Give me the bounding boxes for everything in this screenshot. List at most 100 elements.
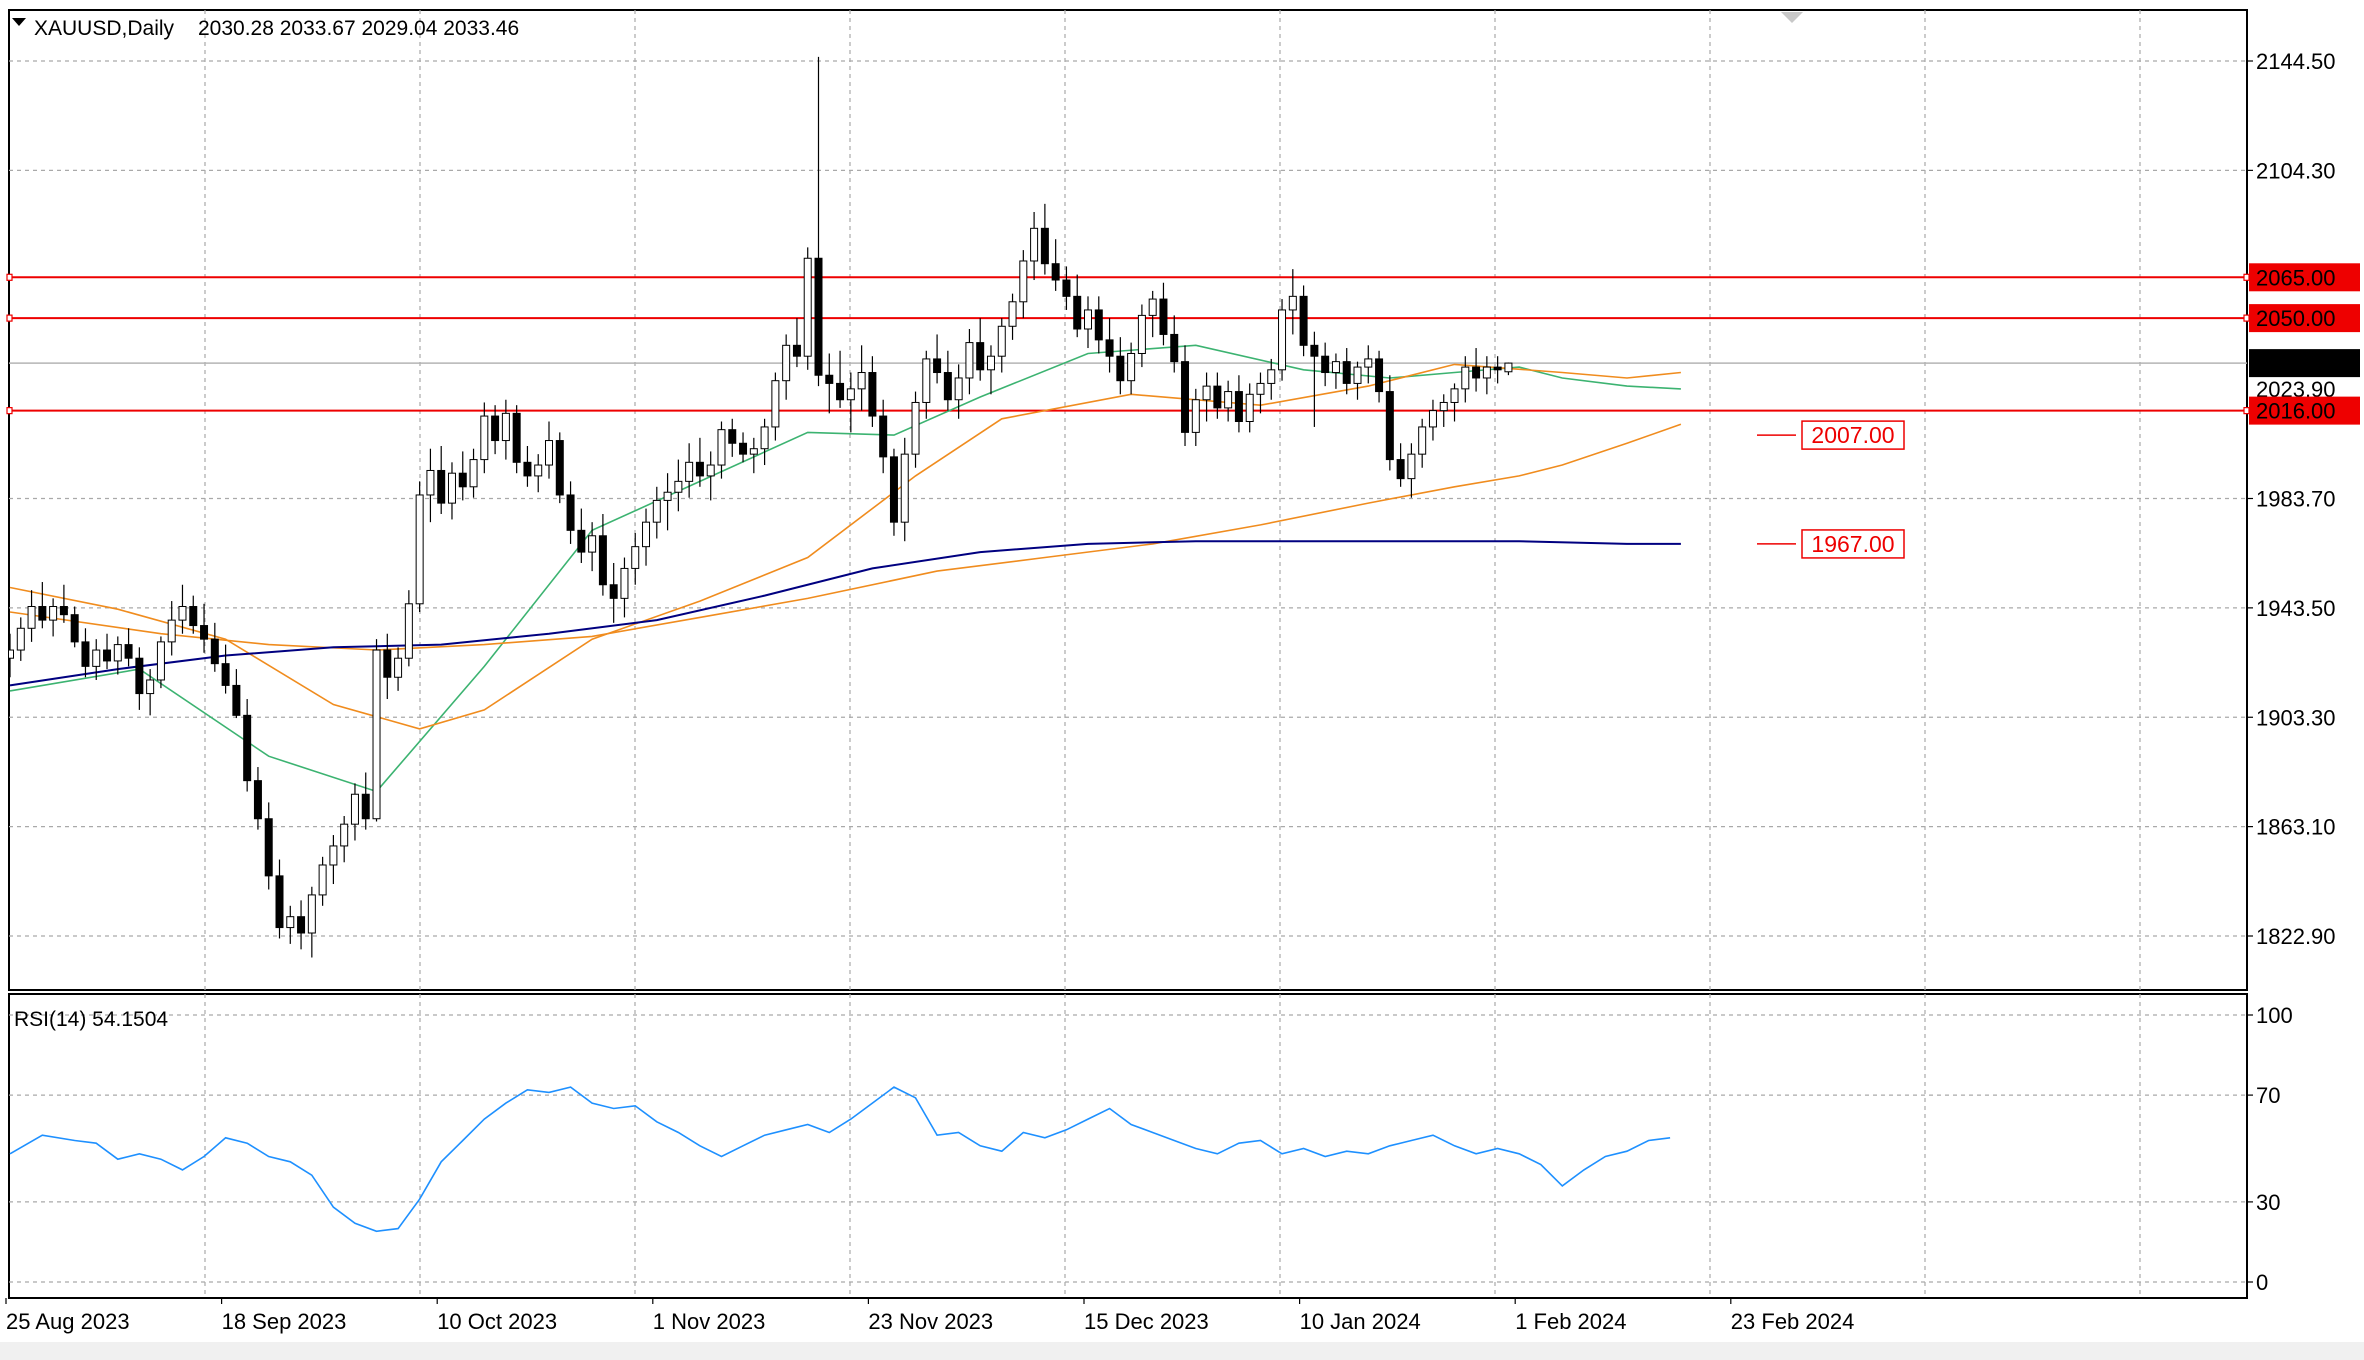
bear-candle-body — [491, 415, 500, 442]
bear-candle-body — [868, 372, 877, 417]
price-tick-label: 1863.10 — [2256, 815, 2336, 840]
bull-candle-body — [663, 491, 672, 501]
candle — [210, 622, 219, 672]
candle — [491, 405, 500, 455]
bull-candle-body — [329, 845, 338, 866]
bear-candle-body — [1170, 333, 1179, 363]
bull-candle-body — [1364, 358, 1373, 368]
bull-candle-body — [954, 377, 963, 401]
level-anchor-handle[interactable] — [6, 407, 13, 415]
bull-candle-body — [469, 459, 478, 488]
candle — [534, 454, 543, 493]
symbol-dropdown-icon[interactable] — [12, 18, 26, 26]
candle — [566, 481, 575, 544]
bull-candle-body — [857, 372, 866, 390]
level-anchor-handle[interactable] — [2243, 407, 2250, 415]
price-badge-background — [2249, 349, 2360, 378]
price-axis-badge: 2033.46 — [2249, 349, 2360, 378]
bear-candle-body — [609, 584, 618, 599]
bull-candle-body — [631, 546, 640, 569]
bull-candle-body — [1353, 366, 1362, 384]
candle — [577, 508, 586, 563]
bear-candle-body — [81, 641, 90, 667]
ma_slow-line — [9, 540, 1681, 687]
bear-candle-body — [933, 358, 942, 374]
bull-candle-body — [620, 567, 629, 599]
price-alert-label[interactable]: 2007.00 — [1757, 420, 1905, 450]
candle — [900, 437, 909, 542]
candle — [1342, 348, 1351, 395]
bull-candle-body — [1504, 362, 1513, 373]
level-anchor-handle[interactable] — [2243, 273, 2250, 281]
bottom-scrollbar[interactable] — [0, 1342, 2364, 1360]
bull-candle-body — [447, 472, 456, 504]
bull-candle-body — [49, 606, 58, 621]
bear-candle-body — [1105, 339, 1114, 357]
bear-candle-body — [792, 344, 801, 357]
candle — [1353, 361, 1362, 400]
candle — [803, 247, 812, 370]
candle — [695, 437, 704, 487]
price-badge-text: 2016.00 — [2256, 399, 2336, 424]
bear-candle-body — [1094, 309, 1103, 341]
candle — [555, 432, 564, 504]
bull-candle-body — [404, 603, 413, 659]
candle — [113, 636, 122, 675]
candle — [933, 334, 942, 384]
bull-candle-body — [545, 440, 553, 466]
bull-candle-body — [1245, 393, 1254, 423]
candle — [685, 443, 694, 498]
candle — [1181, 345, 1190, 446]
price-axis-badge: 2050.00 — [2249, 304, 2360, 333]
level-anchor-handle[interactable] — [6, 273, 13, 281]
bull-candle-body — [340, 823, 349, 847]
candle — [1159, 282, 1168, 346]
candle — [1073, 274, 1082, 338]
candle — [81, 628, 90, 678]
bull-candle-body — [1191, 399, 1200, 433]
candle — [415, 481, 424, 612]
candle — [717, 421, 726, 479]
candle — [825, 353, 834, 414]
bear-candle-body — [566, 494, 575, 531]
alert-label-box — [1801, 420, 1905, 450]
bear-candle-body — [1310, 344, 1319, 357]
bear-candle-body — [598, 535, 607, 586]
candle — [986, 345, 995, 395]
chart-shift-marker-icon[interactable] — [1781, 12, 1803, 23]
bull-candle-body — [307, 894, 316, 934]
candle — [1040, 203, 1049, 275]
bear-candle-body — [253, 780, 262, 820]
candle — [609, 562, 618, 623]
candle — [620, 557, 629, 618]
level-anchor-handle[interactable] — [2243, 314, 2250, 322]
bear-candle-body — [1159, 298, 1168, 335]
candle — [1137, 304, 1146, 368]
price-badge-background — [2249, 396, 2360, 425]
candle — [221, 644, 230, 694]
candle — [383, 633, 392, 700]
bull-candle-body — [534, 464, 543, 477]
candle — [49, 598, 58, 637]
rsi-panel[interactable] — [8, 993, 2248, 1299]
candle — [652, 486, 661, 539]
bear-candle-body — [189, 606, 198, 627]
candle — [1331, 353, 1340, 389]
candle — [297, 900, 306, 950]
candle — [545, 421, 553, 479]
candle — [275, 859, 284, 939]
candle — [286, 905, 295, 944]
bull-candle-body — [1461, 366, 1470, 390]
candle — [879, 399, 888, 474]
candle — [156, 636, 165, 689]
price-tick-label: 2144.50 — [2256, 49, 2336, 74]
bear-candle-body — [70, 614, 79, 643]
candle — [480, 402, 489, 474]
bull-candle-body — [372, 649, 381, 820]
candle — [350, 783, 359, 841]
price-alert-label[interactable]: 1967.00 — [1757, 529, 1905, 559]
candle — [253, 767, 262, 830]
level-anchor-handle[interactable] — [6, 314, 13, 322]
time-tick-label: 10 Jan 2024 — [1300, 1309, 1421, 1334]
price-tick-label: 1983.70 — [2256, 487, 2336, 512]
